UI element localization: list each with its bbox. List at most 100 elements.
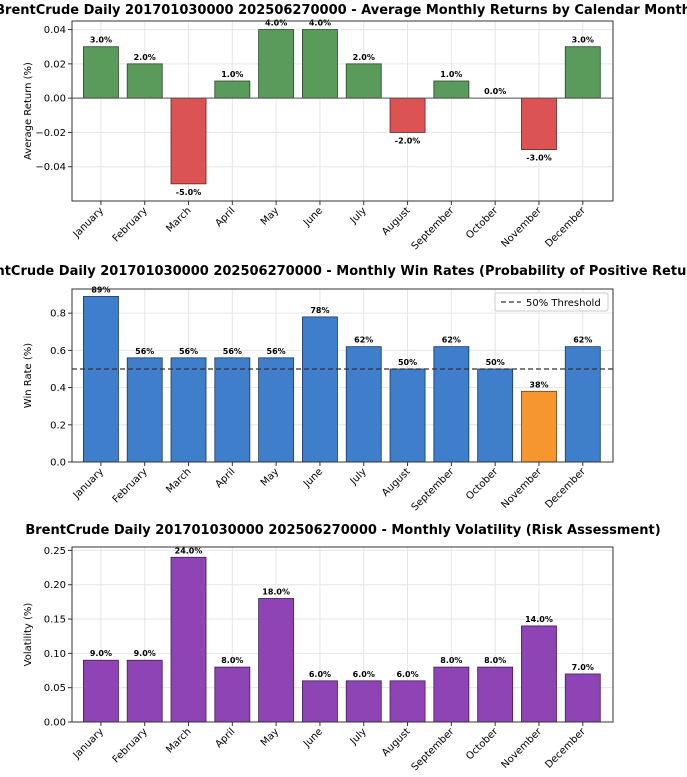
x-tick-label: August xyxy=(380,466,413,499)
y-tick-label: 0.6 xyxy=(50,346,66,357)
bar-may xyxy=(258,29,295,99)
bar-november xyxy=(521,390,557,463)
chart-title: BrentCrude Daily 201701030000 2025062700… xyxy=(0,3,687,18)
bar-october xyxy=(477,666,514,723)
data-label: 6.0% xyxy=(309,670,331,679)
x-tick-label: March xyxy=(164,205,193,234)
data-label: 8.0% xyxy=(440,656,462,665)
data-label: 0.0% xyxy=(484,87,506,96)
y-tick-label: 0.20 xyxy=(44,580,66,591)
x-tick-label: October xyxy=(464,205,501,242)
bar-august xyxy=(389,368,426,463)
bar-july xyxy=(345,346,382,463)
x-tick-label: July xyxy=(348,726,369,747)
x-tick-label: June xyxy=(301,726,325,750)
data-label: 78% xyxy=(310,306,329,315)
data-label: 6.0% xyxy=(353,670,375,679)
x-tick-label: January xyxy=(71,205,106,240)
data-label: 56% xyxy=(179,347,198,356)
bar-march xyxy=(170,97,207,185)
x-tick-label: May xyxy=(259,466,281,488)
x-tick-label: April xyxy=(214,205,238,229)
y-tick-label: 0.00 xyxy=(44,94,66,105)
data-label: 3.0% xyxy=(572,36,594,45)
bar-may xyxy=(258,598,295,723)
bar-january xyxy=(82,46,119,99)
data-label: 7.0% xyxy=(572,663,594,672)
data-label: 6.0% xyxy=(396,670,418,679)
bar-june xyxy=(302,29,338,99)
bar-january xyxy=(82,659,119,723)
x-tick-label: January xyxy=(71,726,106,761)
x-tick-label: March xyxy=(164,466,193,495)
y-tick-label: 0.4 xyxy=(50,383,66,394)
chart-panel-2: BrentCrude Daily 201701030000 2025062700… xyxy=(0,264,687,513)
bar-november xyxy=(521,97,557,150)
x-tick-label: April xyxy=(214,466,238,490)
bar-june xyxy=(302,316,338,463)
bar-february xyxy=(126,659,163,723)
axes-frame xyxy=(71,288,614,463)
bar-september xyxy=(433,666,470,723)
data-label: 24.0% xyxy=(175,546,203,555)
data-label: 2.0% xyxy=(353,53,375,62)
y-tick-label: 0.02 xyxy=(44,59,66,70)
data-label: 1.0% xyxy=(221,70,243,79)
bar-march xyxy=(170,556,207,723)
bar-june xyxy=(302,680,338,723)
x-tick-label: February xyxy=(111,726,150,765)
y-tick-label: 0.05 xyxy=(44,683,66,694)
bar-february xyxy=(126,63,163,99)
data-label: 18.0% xyxy=(262,587,290,596)
bar-september xyxy=(433,80,470,99)
x-tick-label: April xyxy=(214,726,238,750)
data-label: 4.0% xyxy=(309,19,331,28)
data-label: 56% xyxy=(135,347,154,356)
bar-february xyxy=(126,357,163,463)
data-label: 14.0% xyxy=(525,615,553,624)
x-tick-label: January xyxy=(71,466,106,501)
chart-title: BrentCrude Daily 201701030000 2025062700… xyxy=(25,523,660,538)
data-label: 4.0% xyxy=(265,19,287,28)
x-tick-label: June xyxy=(301,205,325,229)
data-label: 8.0% xyxy=(484,656,506,665)
chart-title: BrentCrude Daily 201701030000 2025062700… xyxy=(0,264,687,279)
y-axis-label: Average Return (%) xyxy=(23,62,34,160)
data-label: 56% xyxy=(267,347,286,356)
bar-april xyxy=(214,357,251,463)
bar-july xyxy=(345,63,382,99)
y-tick-label: 0.15 xyxy=(44,615,66,626)
chart-panel-3: BrentCrude Daily 201701030000 2025062700… xyxy=(23,523,661,773)
data-label: 89% xyxy=(91,285,110,294)
x-tick-label: November xyxy=(500,726,545,771)
x-tick-label: May xyxy=(259,205,281,227)
x-tick-label: June xyxy=(301,466,325,490)
x-tick-label: February xyxy=(111,466,150,505)
x-tick-label: September xyxy=(410,466,457,513)
y-tick-label: 0.8 xyxy=(50,309,66,320)
x-tick-label: February xyxy=(111,205,150,244)
bar-november xyxy=(521,625,557,723)
bar-august xyxy=(389,680,426,723)
y-tick-label: 0.25 xyxy=(44,546,66,557)
x-tick-label: September xyxy=(410,205,457,252)
bar-may xyxy=(258,357,295,463)
bar-august xyxy=(389,97,426,133)
data-label: 50% xyxy=(398,358,417,367)
bar-december xyxy=(564,46,601,99)
data-label: 38% xyxy=(529,380,548,389)
bar-april xyxy=(214,80,251,99)
x-tick-label: December xyxy=(543,726,588,771)
x-tick-label: May xyxy=(259,726,281,748)
data-label: 50% xyxy=(486,358,505,367)
y-tick-label: 0.10 xyxy=(44,649,66,660)
x-tick-label: August xyxy=(380,726,413,759)
data-label: 62% xyxy=(442,336,461,345)
data-label: 56% xyxy=(223,347,242,356)
y-tick-label: −0.02 xyxy=(35,128,66,139)
bar-july xyxy=(345,680,382,723)
y-tick-label: 0.0 xyxy=(50,458,66,469)
x-tick-label: November xyxy=(500,466,545,511)
y-axis-label: Volatility (%) xyxy=(23,603,34,667)
